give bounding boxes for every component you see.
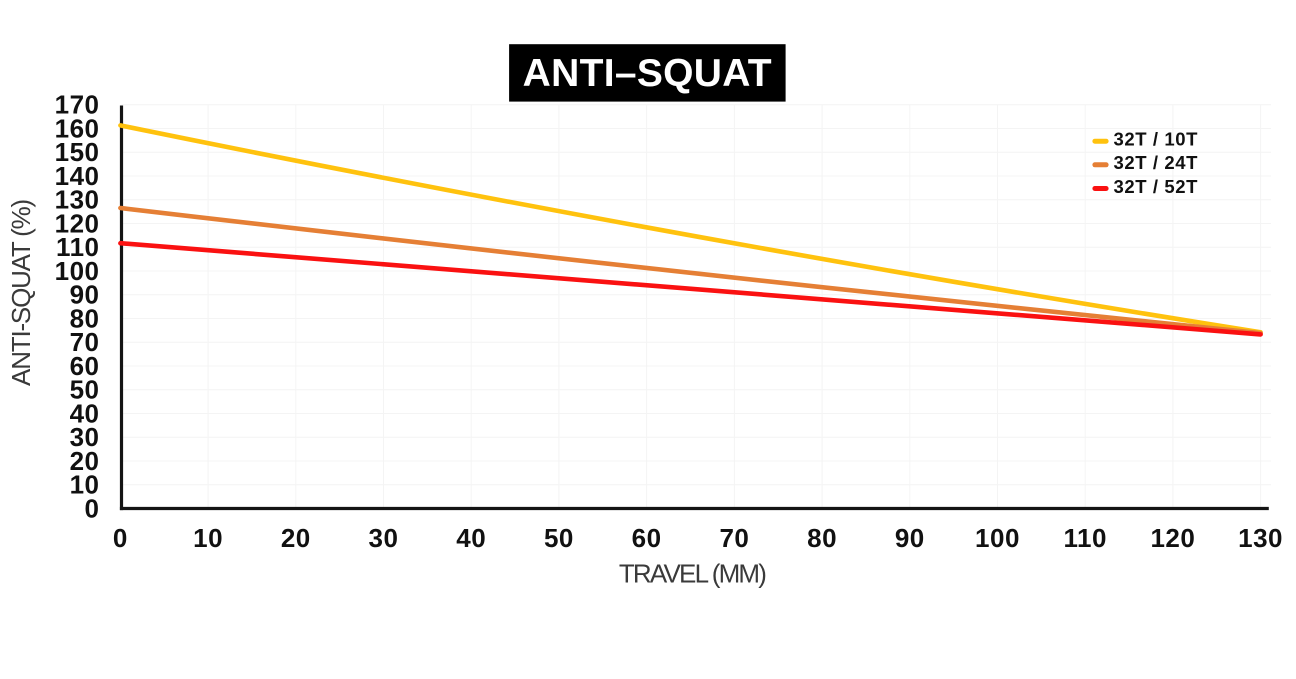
svg-text:140: 140	[55, 161, 100, 191]
svg-text:10: 10	[70, 470, 100, 500]
svg-text:110: 110	[1063, 523, 1106, 553]
svg-text:100: 100	[975, 523, 1020, 553]
svg-text:32T / 24T: 32T / 24T	[1114, 152, 1199, 173]
svg-text:160: 160	[55, 114, 100, 144]
svg-text:120: 120	[1150, 523, 1195, 553]
svg-text:100: 100	[55, 256, 100, 286]
svg-text:90: 90	[70, 280, 100, 310]
svg-text:20: 20	[281, 523, 311, 553]
svg-text:30: 30	[70, 422, 100, 452]
svg-text:60: 60	[70, 351, 100, 381]
svg-text:50: 50	[70, 375, 100, 405]
svg-text:20: 20	[70, 446, 100, 476]
svg-text:60: 60	[632, 523, 662, 553]
svg-text:130: 130	[55, 185, 100, 215]
svg-text:ANTI–SQUAT: ANTI–SQUAT	[523, 52, 772, 95]
svg-text:TRAVEL (MM): TRAVEL (MM)	[619, 559, 766, 589]
svg-text:110: 110	[56, 232, 99, 262]
svg-text:32T / 10T: 32T / 10T	[1114, 129, 1199, 150]
svg-text:130: 130	[1238, 523, 1283, 553]
svg-text:0: 0	[113, 523, 128, 553]
svg-text:32T / 52T: 32T / 52T	[1114, 176, 1199, 197]
svg-text:70: 70	[70, 327, 100, 357]
svg-text:150: 150	[55, 137, 100, 167]
svg-text:70: 70	[719, 523, 749, 553]
svg-text:120: 120	[55, 209, 100, 239]
svg-text:170: 170	[55, 90, 100, 120]
svg-text:50: 50	[544, 523, 574, 553]
svg-text:ANTI-SQUAT (%): ANTI-SQUAT (%)	[6, 200, 36, 386]
svg-text:80: 80	[70, 304, 100, 334]
svg-text:30: 30	[369, 523, 399, 553]
svg-text:40: 40	[70, 399, 100, 429]
svg-text:40: 40	[456, 523, 486, 553]
svg-text:90: 90	[895, 523, 925, 553]
svg-text:80: 80	[807, 523, 837, 553]
svg-text:0: 0	[85, 494, 100, 524]
svg-text:10: 10	[193, 523, 223, 553]
